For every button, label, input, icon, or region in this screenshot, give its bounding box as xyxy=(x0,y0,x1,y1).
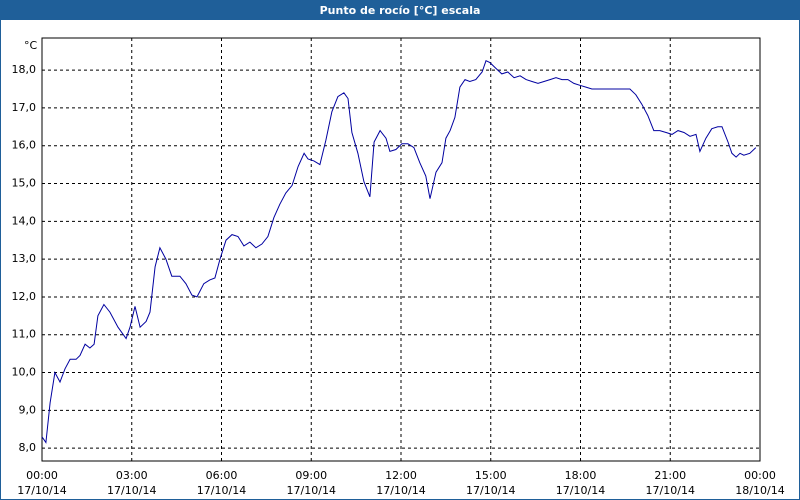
data-line xyxy=(41,60,757,444)
y-tick-label: 18,0 xyxy=(12,63,37,76)
title-bar xyxy=(0,0,800,20)
x-tick-label: 21:00 xyxy=(654,469,686,482)
y-tick-label: 12,0 xyxy=(12,290,37,303)
y-tick-label: 8,0 xyxy=(19,441,37,454)
chart-title: Punto de rocío [°C] escala xyxy=(320,4,481,17)
y-tick-label: 11,0 xyxy=(12,328,37,341)
x-tick-date: 17/10/14 xyxy=(107,484,156,497)
y-tick-label: 10,0 xyxy=(12,366,37,379)
x-tick-date: 17/10/14 xyxy=(376,484,425,497)
x-tick-date: 18/10/14 xyxy=(735,484,784,497)
y-unit: °C xyxy=(24,39,38,52)
x-tick-label: 09:00 xyxy=(295,469,327,482)
y-tick-label: 16,0 xyxy=(12,139,37,152)
x-tick-date: 17/10/14 xyxy=(287,484,336,497)
x-tick-label: 00:00 xyxy=(744,469,776,482)
x-tick-date: 17/10/14 xyxy=(556,484,605,497)
x-tick-date: 17/10/14 xyxy=(646,484,695,497)
x-tick-label: 12:00 xyxy=(385,469,417,482)
x-tick-date: 17/10/14 xyxy=(17,484,66,497)
x-tick-label: 00:00 xyxy=(26,469,58,482)
y-tick-label: 17,0 xyxy=(12,101,37,114)
y-tick-label: 14,0 xyxy=(12,214,37,227)
x-tick-label: 15:00 xyxy=(475,469,507,482)
y-tick-label: 15,0 xyxy=(12,177,37,190)
x-tick-label: 06:00 xyxy=(206,469,238,482)
x-tick-label: 18:00 xyxy=(565,469,597,482)
y-tick-label: 9,0 xyxy=(19,403,37,416)
x-tick-label: 03:00 xyxy=(116,469,148,482)
x-tick-date: 17/10/14 xyxy=(197,484,246,497)
y-tick-label: 13,0 xyxy=(12,252,37,265)
x-tick-date: 17/10/14 xyxy=(466,484,515,497)
